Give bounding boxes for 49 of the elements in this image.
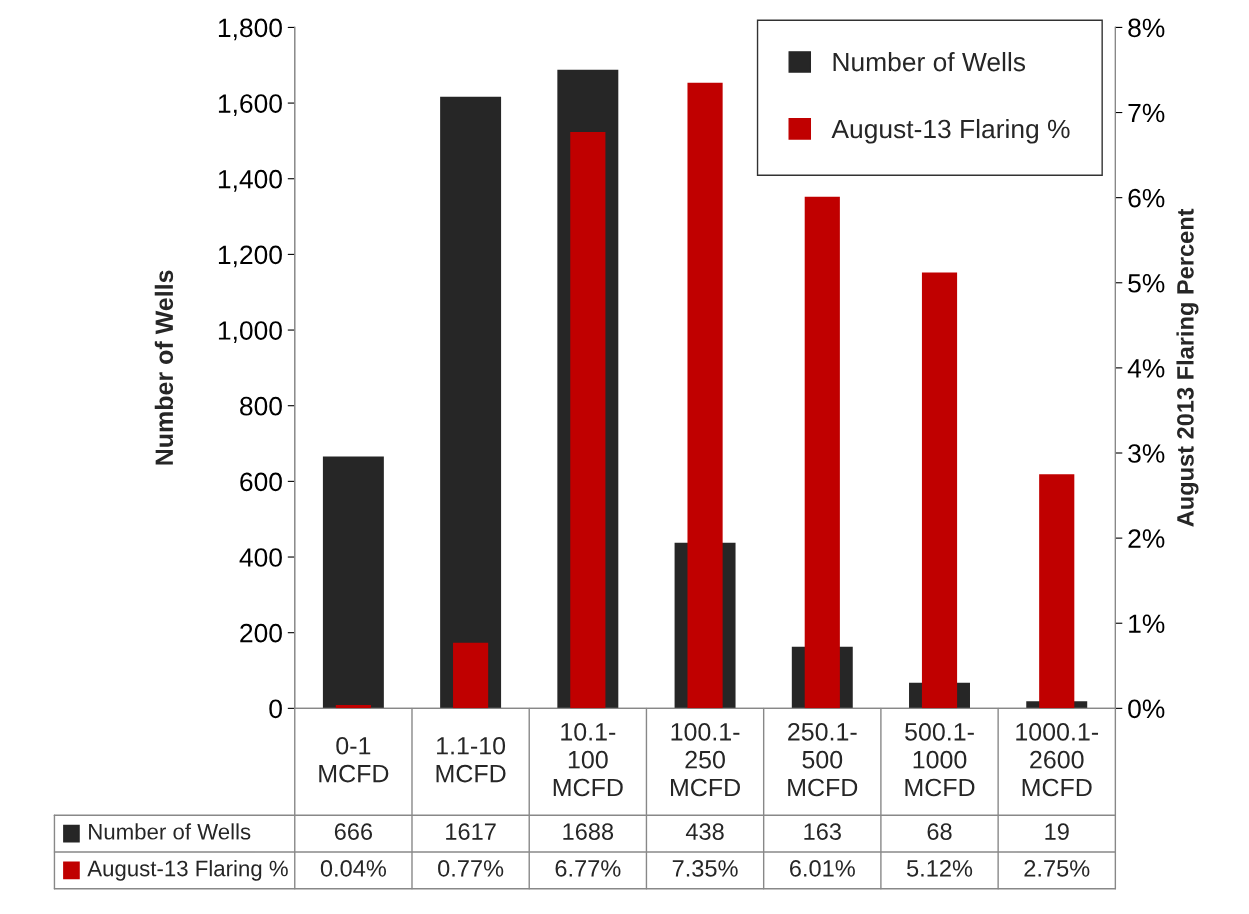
data-label: 6.77% — [555, 860, 621, 877]
y2-tick-label: 3% — [1128, 444, 1165, 463]
y-tick-label: 600 — [240, 472, 282, 492]
y2-tick-label: 4% — [1127, 359, 1165, 378]
data-label: 2.75% — [1024, 860, 1090, 877]
y-tick-label: 1,600 — [218, 94, 282, 117]
data-label: 163 — [804, 823, 841, 840]
y2-tick-label: 8% — [1128, 18, 1165, 38]
x-tick-label: 0-1 MCFD — [319, 736, 389, 783]
y2-tick-label: 5% — [1128, 274, 1165, 293]
y-tick-label: 1,400 — [218, 169, 282, 192]
y-tick-label: 0 — [269, 699, 282, 719]
y2-tick-label: 2% — [1128, 529, 1165, 548]
y2-tick-label: 0% — [1128, 699, 1165, 719]
data-label: 6.01% — [790, 860, 855, 877]
x-tick-label: 500.1- 1000 MCFD — [905, 722, 975, 797]
data-label: 1688 — [563, 823, 614, 840]
text: Number of Wells — [89, 823, 251, 840]
data-label: 438 — [685, 823, 724, 840]
y2-tick-label: 1% — [1129, 614, 1165, 633]
y-tick-label: 200 — [240, 623, 282, 643]
data-label: 0.77% — [438, 860, 504, 877]
y2-tick-label: 6% — [1128, 188, 1165, 208]
y-tick-label: 800 — [240, 396, 282, 416]
x-tick-label: 1000.1- 2600 MCFD — [1016, 722, 1099, 797]
y-tick-label: 400 — [239, 548, 282, 567]
x-tick-label: 10.1- 100 MCFD — [553, 722, 623, 797]
data-label: 68 — [927, 823, 952, 840]
y-tick-label: 1,000 — [218, 321, 282, 343]
bar — [453, 642, 489, 709]
data-label: 7.35% — [672, 860, 738, 877]
data-label: 1617 — [446, 823, 496, 840]
bar — [440, 96, 502, 709]
legend-label: August-13 Flaring % — [831, 118, 1070, 144]
x-tick-label: 1.1-10 MCFD — [436, 736, 506, 783]
y-tick-label: 1,200 — [218, 245, 282, 268]
data-label: 0.04% — [320, 860, 387, 877]
legend-label: Number of Wells — [833, 51, 1026, 72]
text: August-13 Flaring % — [87, 860, 288, 881]
data-label: 5.12% — [906, 860, 973, 877]
x-tick-label: 100.1- 250 MCFD — [671, 722, 740, 797]
y-axis-title: Number of Wells — [154, 270, 174, 465]
data-label: 666 — [334, 823, 373, 840]
data-label: 19 — [1045, 823, 1069, 840]
x-tick-label: 250.1- 500 MCFD — [788, 722, 858, 797]
y2-tick-label: 7% — [1128, 103, 1165, 123]
bar — [322, 456, 384, 709]
y2-axis-title: August 2013 Flaring Percent — [1176, 208, 1199, 527]
y-tick-label: 1,800 — [218, 18, 282, 41]
